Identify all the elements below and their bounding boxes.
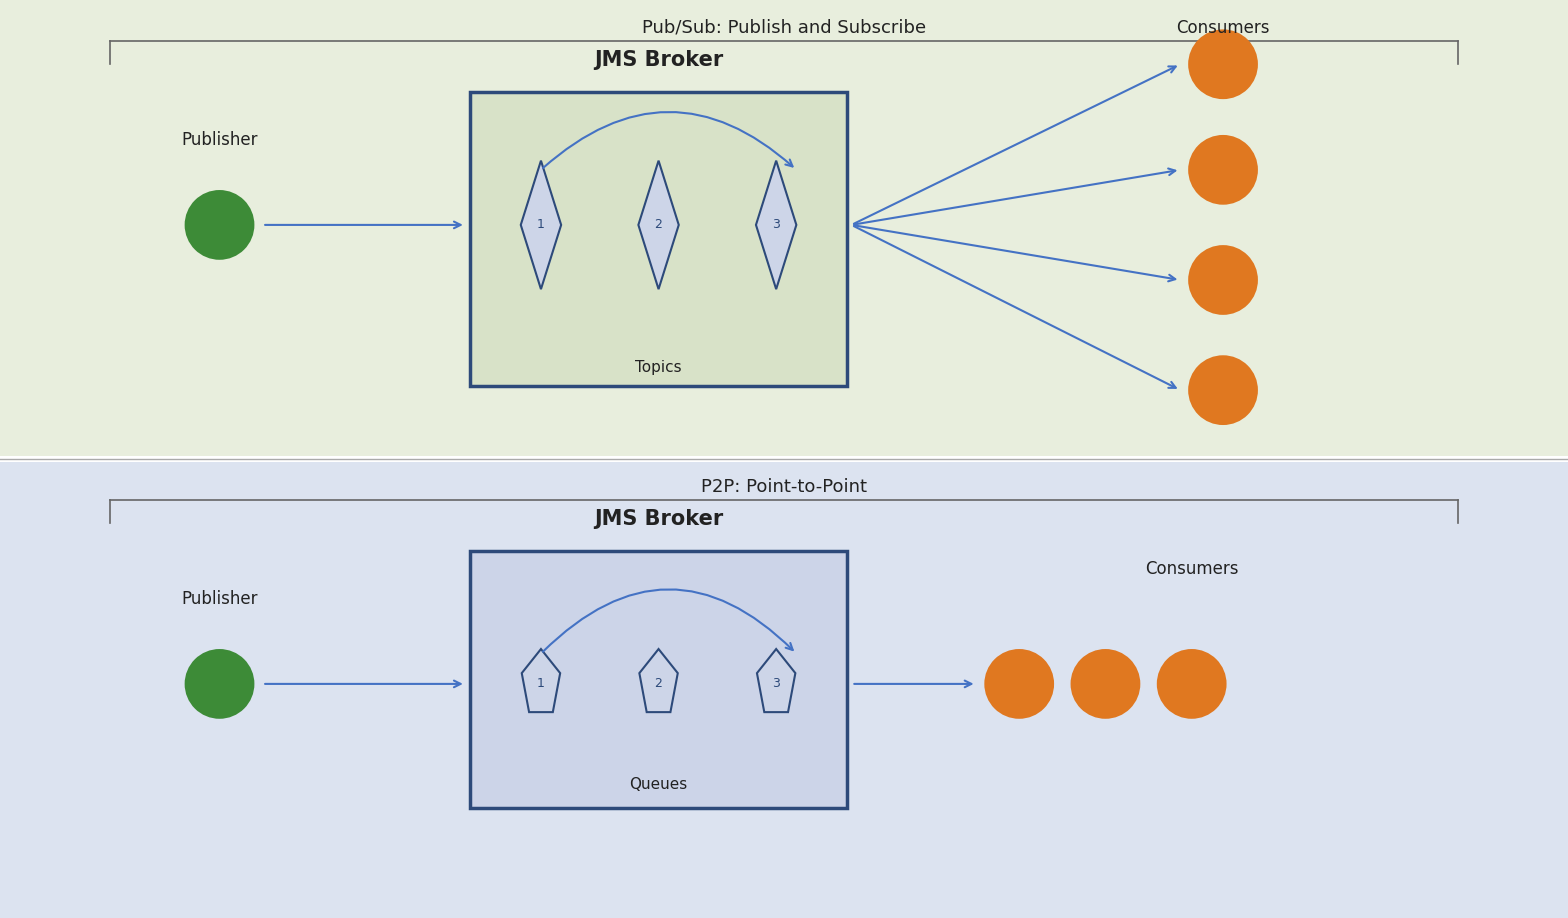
Text: 2: 2 [654,677,663,690]
Text: Publisher: Publisher [182,589,257,608]
Text: 1: 1 [536,218,546,231]
Polygon shape [521,161,561,289]
Ellipse shape [1189,135,1258,205]
Ellipse shape [185,190,254,260]
Polygon shape [756,161,797,289]
FancyBboxPatch shape [470,92,847,386]
Ellipse shape [185,649,254,719]
Ellipse shape [1189,245,1258,315]
Text: JMS Broker: JMS Broker [594,509,723,529]
Text: Queues: Queues [629,778,688,792]
Text: Consumers: Consumers [1176,18,1270,37]
Polygon shape [757,649,795,712]
Polygon shape [522,649,560,712]
FancyBboxPatch shape [0,0,1568,456]
Text: 2: 2 [654,218,663,231]
Polygon shape [640,649,677,712]
FancyBboxPatch shape [470,551,847,808]
Text: 1: 1 [536,677,546,690]
Text: Pub/Sub: Publish and Subscribe: Pub/Sub: Publish and Subscribe [641,18,927,37]
Ellipse shape [1157,649,1226,719]
Text: Topics: Topics [635,360,682,375]
Text: 3: 3 [771,218,781,231]
Ellipse shape [1189,355,1258,425]
Ellipse shape [1071,649,1140,719]
Ellipse shape [1189,29,1258,99]
Text: 3: 3 [771,677,781,690]
Polygon shape [638,161,679,289]
FancyBboxPatch shape [0,462,1568,918]
Text: Publisher: Publisher [182,130,257,149]
Ellipse shape [985,649,1054,719]
Text: Consumers: Consumers [1145,560,1239,578]
Text: JMS Broker: JMS Broker [594,50,723,70]
Text: P2P: Point-to-Point: P2P: Point-to-Point [701,477,867,496]
